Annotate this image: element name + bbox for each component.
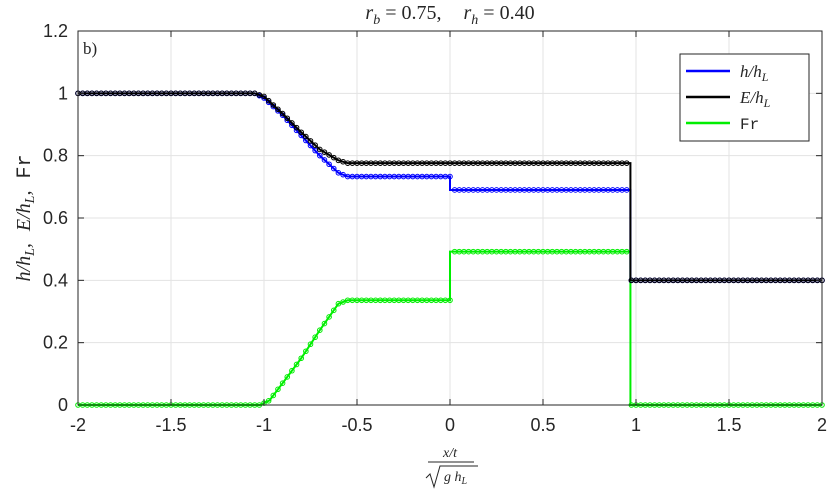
series-point (289, 367, 295, 374)
x-tick-label: -1.5 (155, 415, 186, 435)
series-point (293, 361, 300, 368)
series-point (330, 307, 337, 314)
series-point (275, 386, 281, 393)
svg-text:g hL: g hL (444, 470, 468, 487)
series-point (623, 160, 630, 166)
y-tick-label: 0 (58, 395, 68, 415)
legend: h/hL E/hL Fr (679, 53, 810, 142)
y-tick-label: 0.8 (43, 146, 68, 166)
series-point (326, 314, 332, 320)
legend-label-fr: Fr (740, 116, 759, 134)
x-tick-label: 2 (817, 415, 827, 435)
series-point (279, 110, 286, 117)
series-point (321, 149, 328, 155)
series-point (335, 170, 342, 176)
series-point (447, 297, 453, 304)
y-tick-label: 0.2 (43, 333, 68, 353)
legend-label-E: E/hL (739, 88, 771, 110)
series-E/h_L (75, 90, 825, 284)
y-axis-label: h/hL,E/hL,Fr (13, 155, 38, 282)
series-point (256, 92, 263, 98)
series-point (317, 146, 323, 153)
series-point (303, 133, 309, 140)
series-point (303, 348, 309, 355)
series-point (447, 173, 453, 180)
series-point (312, 334, 318, 341)
series-point (261, 93, 267, 100)
x-tick-label: 0.5 (530, 415, 555, 435)
x-tick-label: 0 (445, 415, 455, 435)
series-point (340, 299, 346, 305)
x-axis-label-numerator: x/t (442, 446, 458, 461)
series-point (270, 102, 277, 108)
series-point (321, 157, 328, 163)
series-point (270, 392, 277, 399)
series-point (312, 142, 318, 148)
series-point (317, 152, 323, 159)
series-point (251, 90, 258, 97)
legend-label-h: h/hL (740, 62, 769, 84)
ticks (77, 30, 823, 406)
series-point (279, 380, 286, 386)
series-point (326, 152, 332, 158)
sqrt-sign (425, 465, 478, 489)
series-point (307, 138, 314, 144)
y-tick-label: 1.2 (43, 21, 68, 41)
series-point (307, 341, 314, 348)
series-point (623, 248, 630, 255)
series-point (330, 165, 337, 172)
x-tick-label: 1 (631, 415, 641, 435)
series-point (340, 171, 346, 178)
series-line (78, 92, 822, 282)
series-point (623, 187, 630, 193)
y-tick-labels: 0 0.2 0.4 0.6 0.8 1 1.2 (43, 21, 68, 415)
series-point (293, 124, 300, 131)
series-point (289, 120, 295, 126)
series-point (275, 106, 281, 113)
chart-title: rb = 0.75, rh = 0.40 (365, 2, 534, 28)
series-point (284, 374, 291, 380)
x-axis-label: x/t g hL (425, 446, 478, 489)
y-tick-label: 1 (58, 83, 68, 103)
x-tick-labels: -2 -1.5 -1 -0.5 0 0.5 1 1.5 2 (70, 415, 827, 435)
series-point (298, 355, 305, 362)
x-axis-label-denominator: g h (444, 470, 462, 485)
x-tick-label: -1 (256, 415, 272, 435)
x-tick-label: -2 (70, 415, 86, 435)
series-point (298, 129, 305, 136)
series-point (284, 115, 291, 122)
series-point (321, 320, 328, 327)
y-tick-label: 0.4 (43, 270, 68, 290)
series-point (330, 154, 337, 161)
series-point (326, 161, 332, 168)
series-point (265, 97, 272, 104)
series-point (265, 397, 272, 404)
y-tick-label: 0.6 (43, 208, 68, 228)
x-tick-label: -0.5 (341, 415, 372, 435)
series-point (335, 300, 342, 307)
panel-label: b) (83, 39, 97, 58)
x-tick-label: 1.5 (716, 415, 741, 435)
series-point (317, 327, 323, 334)
